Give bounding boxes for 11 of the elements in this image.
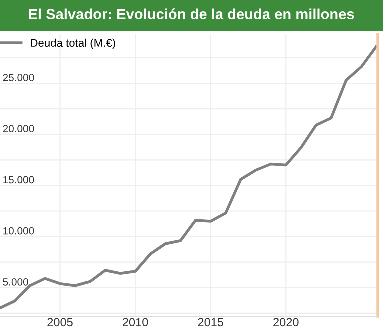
x-tick-label: 2015 (198, 318, 224, 327)
legend-label: Deuda total (M.€) (31, 38, 116, 50)
x-tick-label: 2005 (48, 318, 73, 327)
chart-title: El Salvador: Evolución de la deuda en millones (29, 8, 354, 20)
y-tick-label: 5.000 (3, 278, 28, 286)
y-tick-label: 10.000 (4, 227, 34, 235)
y-tick-label: 15.000 (4, 176, 34, 184)
y-tick-label: 25.000 (3, 74, 34, 82)
x-tick-label: 2020 (274, 318, 299, 327)
y-tick-label: 20.000 (3, 125, 34, 133)
x-tick-label: 2010 (123, 318, 148, 327)
